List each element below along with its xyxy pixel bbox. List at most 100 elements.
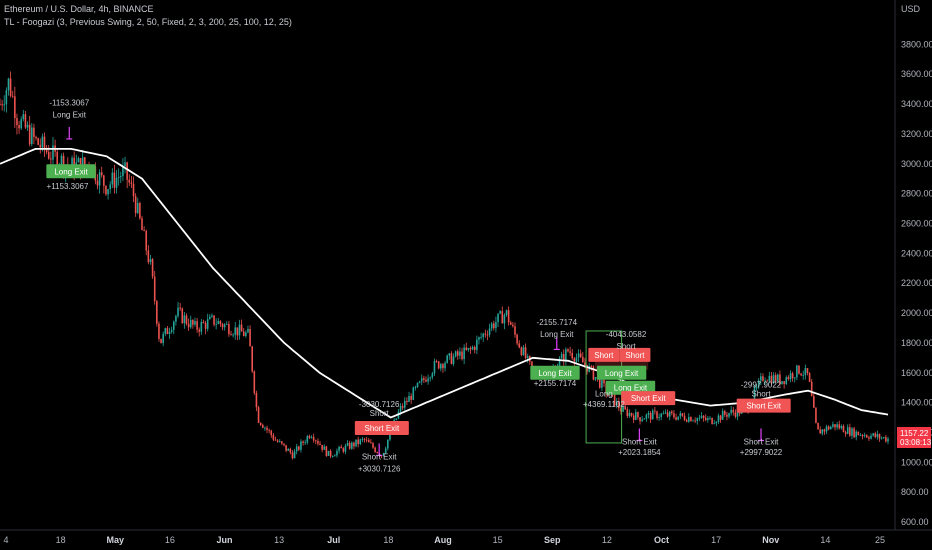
candle-body [238, 324, 241, 336]
trade-tag-label: Short Exit [631, 394, 666, 403]
last-price-box [897, 427, 931, 448]
candle-body [851, 428, 853, 436]
candle-body [355, 439, 357, 447]
candle-body [276, 440, 279, 442]
candle-body [785, 377, 788, 385]
candle-body [285, 445, 287, 451]
candle-body [488, 328, 491, 335]
candle-body [255, 392, 258, 408]
trade-tag-box [530, 365, 580, 380]
candle-body [582, 356, 584, 363]
candle-body [219, 321, 222, 325]
trade-tag-box [46, 164, 96, 179]
candle-body [344, 445, 347, 452]
time-axis-ticks[interactable]: 4 18 May 16 Jun 13 Jul 18 Aug 15 Sep 12 Oct 17 Nov 14 25 [3, 535, 885, 545]
price-tick-label: 1800.00 [901, 338, 932, 348]
candle-body [60, 155, 63, 167]
candle-body [43, 136, 46, 150]
candle-body [649, 412, 652, 420]
candle-body [613, 393, 616, 406]
candle-body [427, 378, 429, 382]
candle-body [757, 380, 760, 387]
trade-annotation: +1153.3067 [47, 182, 89, 191]
candle-body [370, 442, 372, 444]
candle-body [724, 411, 726, 415]
symbol-title[interactable]: Ethereum / U.S. Dollar, 4h, BINANCE [4, 4, 154, 14]
candle-body [677, 416, 679, 420]
candle-body [641, 419, 643, 422]
candle-body [446, 355, 448, 363]
candle-body [83, 157, 86, 165]
candle-body [671, 411, 673, 414]
candle-body [726, 414, 728, 417]
time-tick-label: Sep [544, 535, 561, 545]
candle-body [728, 413, 730, 417]
candle-body [259, 422, 262, 425]
candle-body [791, 373, 794, 379]
trade-tag-box [588, 347, 620, 362]
candle-body [687, 416, 690, 422]
candle-body [632, 415, 635, 420]
candle-body [857, 431, 860, 436]
indicator-title[interactable]: TL - Foogazi (3, Previous Swing, 2, 50, … [4, 17, 292, 27]
candle-body [573, 358, 576, 362]
candle-body [480, 337, 482, 338]
candle-body [651, 410, 654, 420]
candle-body [181, 308, 184, 324]
candle-body [295, 446, 298, 452]
candle-body [325, 446, 328, 456]
candle-body [194, 321, 196, 325]
candle-body [266, 427, 268, 430]
candle-body [338, 446, 340, 451]
candle-body [105, 185, 107, 195]
candle-body [164, 328, 167, 334]
candle-body [278, 441, 281, 443]
candle-body [866, 435, 868, 438]
candle-body [620, 408, 622, 412]
candle-body [526, 355, 529, 358]
candle-body [5, 90, 8, 105]
candle-body [673, 413, 675, 418]
candle-body [567, 349, 569, 352]
candle-body [872, 433, 874, 436]
candle-body [317, 440, 319, 444]
candle-body [122, 166, 124, 177]
candle-body [187, 323, 190, 328]
candle-body [395, 418, 398, 420]
candle-body [565, 349, 567, 362]
last-price-value: 1157.22 [900, 429, 929, 438]
candle-body [870, 435, 872, 439]
candle-body [223, 324, 226, 328]
candle-body [577, 353, 580, 358]
candle-body [760, 376, 762, 381]
price-tick-label: 1600.00 [901, 368, 932, 378]
candle-body [662, 413, 665, 415]
candle-body [603, 379, 605, 384]
candle-body [414, 387, 417, 388]
candle-body [348, 443, 351, 449]
candle-body [779, 374, 781, 384]
candle-body [107, 189, 109, 195]
candle-body [124, 162, 126, 167]
candle-body [433, 361, 436, 374]
candle-body [406, 400, 408, 402]
candle-body [435, 361, 438, 363]
price-tick-label: 3800.00 [901, 39, 932, 49]
trade-tag-label: Short Exit [364, 424, 399, 433]
candle-body [776, 374, 779, 382]
trade-tag-label: Long Exit [54, 167, 88, 176]
candle-body [512, 324, 514, 327]
trade-tag-box [736, 398, 791, 413]
price-tick-label: 800.00 [901, 487, 929, 497]
candle-body [209, 316, 211, 320]
candle-body [321, 444, 323, 450]
trade-annotation: +4369.1102 [583, 400, 625, 409]
candle-body [694, 420, 696, 422]
candle-body [598, 377, 601, 388]
candle-body [789, 373, 792, 380]
candle-body [253, 371, 256, 393]
time-tick-label: 14 [820, 535, 830, 545]
candle-body [643, 418, 646, 420]
